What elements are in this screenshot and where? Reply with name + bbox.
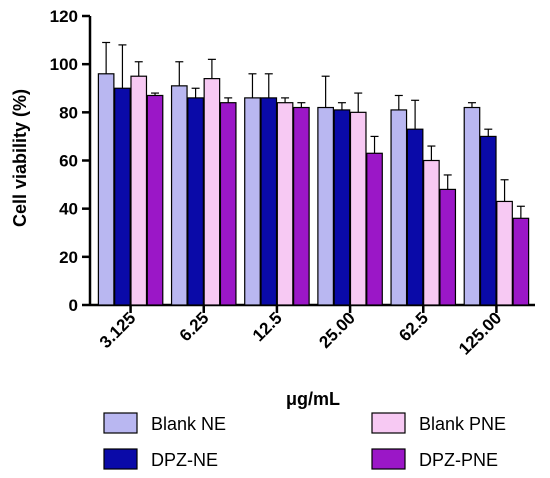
y-tick-label: 80 [59,103,78,122]
legend-label: Blank NE [151,414,226,434]
bar [130,75,148,306]
bar [97,73,115,306]
legend-swatch [371,448,406,470]
legend-label: Blank PNE [419,414,506,434]
legend-label: DPZ-PNE [419,450,498,470]
bar [317,106,334,306]
bar [390,109,408,306]
bar [260,97,278,306]
legend-swatch [103,412,138,434]
x-tick-label: 62.5 [395,308,432,345]
legend: Blank NE DPZ-NE Blank PNE DPZ-PNE [103,412,506,470]
x-axis-label: μg/mL [286,389,340,409]
bar [244,97,261,306]
bar [333,109,351,306]
x-tick-label: 3.125 [96,308,140,352]
legend-swatch [103,448,138,470]
y-tick-label: 100 [50,55,78,74]
bar [439,188,457,306]
bar [406,128,424,306]
x-tick-label: 25.00 [315,308,359,352]
y-tick-label: 120 [50,7,78,26]
bar [203,78,221,306]
bar [496,200,513,306]
y-tick-label: 0 [69,296,78,315]
legend-label: DPZ-NE [151,450,218,470]
bar [423,159,440,306]
bar [170,85,188,306]
bar [366,152,383,306]
bar [146,94,164,306]
y-tick-label: 20 [59,248,78,267]
bar [349,111,367,306]
bar [479,135,497,306]
bar [512,217,530,306]
y-tick-label: 40 [59,200,78,219]
y-axis-label: Cell viability (%) [10,89,30,227]
bar [187,97,204,306]
x-tick-label: 12.5 [249,308,286,345]
bar [463,106,481,306]
y-tick-label: 60 [59,152,78,171]
bar [276,102,294,306]
legend-swatch [371,412,406,434]
x-tick-label: 125.00 [455,308,505,358]
x-tick-label: 6.25 [176,308,213,345]
bar [114,87,131,306]
bar [293,106,310,306]
bar [219,102,237,306]
bars [97,41,530,306]
